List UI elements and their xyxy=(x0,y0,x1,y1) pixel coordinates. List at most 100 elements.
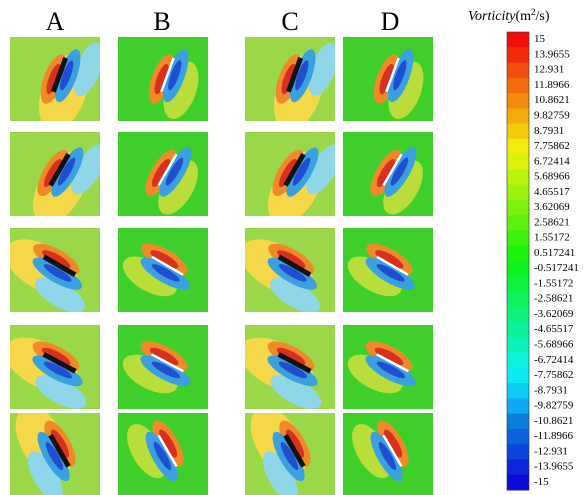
contour-panel xyxy=(10,228,100,312)
blade xyxy=(376,255,409,276)
blade xyxy=(160,57,175,93)
vortex-neg xyxy=(165,157,184,186)
colorbar-label: 7.75862 xyxy=(534,140,570,152)
contour-panel xyxy=(343,37,433,121)
colorbar-label: -13.9655 xyxy=(534,461,574,473)
colorbar-unit: (m xyxy=(515,9,531,24)
wake xyxy=(270,277,320,312)
colorbar-label: -3.62069 xyxy=(534,308,574,320)
vortex-pos xyxy=(154,63,169,95)
colorbar-label: -0.517241 xyxy=(534,262,579,274)
contour-panel xyxy=(343,325,433,409)
colorbar-label: 4.65517 xyxy=(534,186,570,198)
colorbar-swatch xyxy=(507,199,529,216)
contour-panel xyxy=(343,228,433,312)
colorbar-swatch xyxy=(507,230,529,247)
colorbar-label: 10.8621 xyxy=(534,94,570,106)
wake xyxy=(347,256,402,297)
vortex-neg xyxy=(376,264,405,282)
wake xyxy=(270,375,322,409)
colorbar-label: -2.58621 xyxy=(534,293,573,305)
colorbar-swatch xyxy=(507,474,529,491)
vortex-neg xyxy=(57,157,76,186)
colorbar-swatch xyxy=(507,108,529,125)
blade xyxy=(157,434,178,468)
contour-panel xyxy=(10,413,100,495)
vortex-neg xyxy=(45,442,64,471)
colorbar-label: -10.8621 xyxy=(534,415,573,427)
contour-panel xyxy=(10,37,100,121)
colorbar-label: 13.9655 xyxy=(534,48,570,60)
vortex-neg xyxy=(278,264,307,282)
vortex-pos xyxy=(50,429,70,458)
wake xyxy=(73,42,100,96)
colorbar-swatch xyxy=(507,276,529,293)
blade xyxy=(42,254,77,277)
colorbar-swatch xyxy=(507,383,529,399)
colorbar-swatch xyxy=(507,184,529,201)
colorbar-label: 6.72414 xyxy=(534,155,570,167)
vortex-neg xyxy=(151,264,180,282)
vortex-pos xyxy=(379,63,394,95)
contour-panel xyxy=(245,325,335,409)
contour-panel xyxy=(245,37,335,121)
vortex-pos xyxy=(376,158,396,188)
wake xyxy=(27,451,63,495)
contour-panel xyxy=(118,413,208,495)
colorbar-swatch xyxy=(507,169,529,186)
column-label: A xyxy=(46,7,65,36)
blade xyxy=(42,352,77,374)
vortex-pos xyxy=(278,158,298,188)
blade xyxy=(382,153,403,187)
column-label: B xyxy=(153,7,170,36)
vortex-neg xyxy=(278,361,308,379)
blade xyxy=(385,57,400,93)
vortex-neg xyxy=(43,264,72,282)
colorbar-swatch xyxy=(507,123,529,140)
colorbar-label: -5.68966 xyxy=(534,338,574,350)
vortex-pos xyxy=(43,158,63,188)
vortex-pos xyxy=(150,250,179,269)
vortex-neg xyxy=(43,361,73,379)
colorbar-swatch xyxy=(507,413,529,430)
colorbar-swatch xyxy=(507,337,529,354)
panels xyxy=(10,37,433,495)
contour-panel xyxy=(245,132,335,216)
colorbar-label: -4.65517 xyxy=(534,323,574,335)
colorbar-swatch xyxy=(507,93,529,109)
colorbar-swatch xyxy=(507,154,529,170)
blade xyxy=(277,352,312,374)
colorbar-unit: /s) xyxy=(536,9,550,24)
vortex-pos xyxy=(277,250,306,269)
vortex-neg xyxy=(151,361,181,379)
colorbar-label: 15 xyxy=(534,33,546,45)
wake xyxy=(35,277,85,312)
colorbar-swatch xyxy=(507,398,529,415)
vortex-pos xyxy=(151,158,171,188)
vortex-neg xyxy=(295,60,309,91)
blade xyxy=(50,57,69,93)
colorbar-label: -8.7931 xyxy=(534,384,568,396)
vortex-neg xyxy=(376,361,406,379)
blade xyxy=(285,57,304,93)
colorbar-swatch xyxy=(507,245,529,262)
wake xyxy=(347,354,403,394)
colorbar-label: -12.931 xyxy=(534,445,568,457)
colorbar-swatch xyxy=(507,77,529,94)
blade xyxy=(151,255,184,276)
colorbar-swatch xyxy=(507,291,529,308)
colorbar-label: 9.82759 xyxy=(534,109,570,121)
blade xyxy=(48,152,71,187)
column-label: C xyxy=(281,7,298,36)
contour-panel xyxy=(343,132,433,216)
colorbar-label: 3.62069 xyxy=(534,201,570,213)
colorbar-swatch xyxy=(507,138,529,155)
colorbar-swatch xyxy=(507,352,529,369)
blade xyxy=(283,433,306,468)
colorbar-swatch xyxy=(507,322,529,338)
wake xyxy=(308,42,335,96)
colorbar-label: -9.82759 xyxy=(534,400,574,412)
colorbar-label: -7.75862 xyxy=(534,369,573,381)
vortex-neg xyxy=(153,442,172,471)
